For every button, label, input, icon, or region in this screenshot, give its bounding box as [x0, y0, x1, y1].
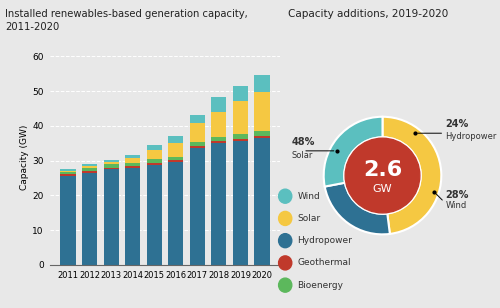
Bar: [146, 151, 162, 159]
Bar: [190, 148, 205, 265]
Bar: [254, 138, 270, 265]
Bar: [146, 159, 162, 163]
Text: 48%: 48%: [292, 137, 314, 147]
Bar: [146, 165, 162, 265]
Bar: [254, 136, 270, 138]
Text: Bioenergy: Bioenergy: [298, 281, 344, 290]
Circle shape: [278, 256, 292, 270]
Text: Wind: Wind: [446, 201, 466, 210]
Bar: [190, 143, 205, 146]
Bar: [168, 143, 184, 157]
Bar: [125, 159, 140, 163]
Bar: [168, 160, 184, 162]
Bar: [212, 97, 226, 112]
Bar: [60, 176, 76, 265]
Bar: [104, 164, 118, 168]
Bar: [82, 173, 97, 265]
Bar: [125, 163, 140, 166]
Bar: [82, 168, 97, 171]
Bar: [104, 162, 118, 164]
Bar: [146, 163, 162, 165]
Bar: [190, 146, 205, 148]
Bar: [254, 75, 270, 92]
Bar: [190, 115, 205, 123]
Text: 2.6: 2.6: [363, 160, 402, 180]
Circle shape: [344, 137, 421, 214]
Bar: [212, 143, 226, 265]
Bar: [168, 162, 184, 265]
Bar: [233, 86, 248, 101]
Bar: [233, 139, 248, 141]
Bar: [104, 169, 118, 265]
Bar: [125, 155, 140, 159]
Bar: [254, 92, 270, 131]
Text: Installed renewables-based generation capacity,
2011-2020: Installed renewables-based generation ca…: [5, 9, 248, 32]
Bar: [233, 101, 248, 135]
Wedge shape: [382, 117, 442, 234]
Bar: [60, 172, 76, 174]
Bar: [168, 136, 184, 143]
Text: Hydropower: Hydropower: [298, 236, 352, 245]
Bar: [212, 112, 226, 136]
Text: Geothermal: Geothermal: [298, 258, 351, 267]
Text: Capacity additions, 2019-2020: Capacity additions, 2019-2020: [288, 9, 448, 19]
Bar: [60, 174, 76, 176]
Text: Wind: Wind: [298, 192, 320, 201]
Circle shape: [278, 189, 292, 203]
Bar: [125, 168, 140, 265]
Text: 24%: 24%: [446, 119, 468, 129]
Wedge shape: [324, 117, 382, 187]
Y-axis label: Capacity (GW): Capacity (GW): [20, 124, 30, 190]
Bar: [60, 171, 76, 172]
Bar: [125, 166, 140, 168]
Bar: [82, 164, 97, 166]
Circle shape: [345, 138, 420, 213]
Bar: [212, 136, 226, 141]
Text: GW: GW: [372, 184, 392, 193]
Bar: [82, 166, 97, 168]
Bar: [233, 141, 248, 265]
Bar: [104, 168, 118, 169]
Circle shape: [278, 211, 292, 225]
Circle shape: [278, 234, 292, 248]
Bar: [60, 169, 76, 171]
Circle shape: [278, 278, 292, 292]
Bar: [212, 141, 226, 143]
Text: Solar: Solar: [298, 214, 320, 223]
Bar: [104, 160, 118, 162]
Bar: [82, 171, 97, 173]
Bar: [233, 135, 248, 139]
Bar: [254, 131, 270, 136]
Wedge shape: [324, 183, 390, 234]
Text: Solar: Solar: [292, 151, 312, 160]
Bar: [146, 145, 162, 151]
Bar: [168, 157, 184, 160]
Text: 28%: 28%: [446, 190, 469, 200]
Text: Hydropower: Hydropower: [446, 132, 497, 141]
Bar: [190, 123, 205, 143]
